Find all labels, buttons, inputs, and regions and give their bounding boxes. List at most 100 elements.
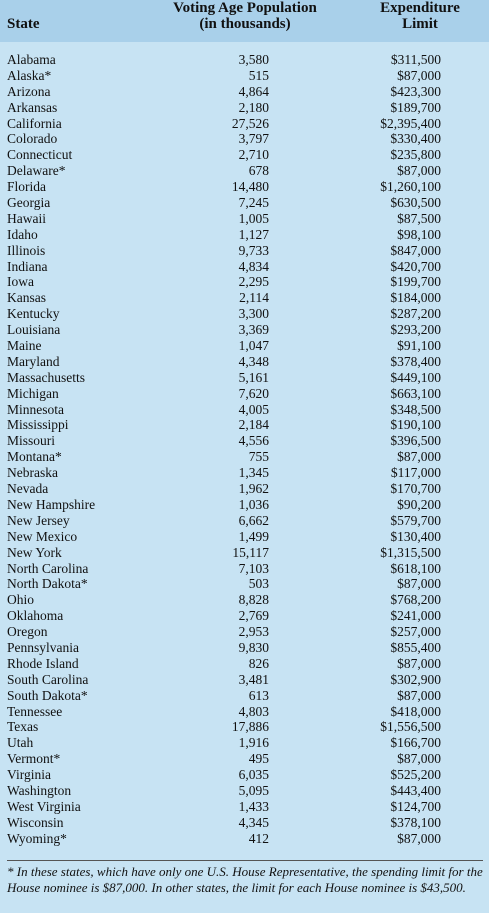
state-cell: Wisconsin — [7, 814, 64, 830]
state-cell: New Hampshire — [7, 496, 96, 512]
table-row: Vermont* 495 $87,000 — [0, 751, 489, 767]
state-cell: Montana* — [7, 449, 62, 465]
state-cell: Maryland — [7, 353, 60, 369]
population-cell: 4,834 — [238, 258, 269, 274]
population-cell: 5,161 — [238, 369, 269, 385]
population-cell: 1,433 — [238, 798, 269, 814]
population-cell: 515 — [248, 67, 269, 83]
limit-cell: $330,400 — [390, 131, 441, 147]
population-cell: 2,769 — [238, 608, 269, 624]
population-cell: 826 — [248, 655, 269, 671]
table-row: Virginia 6,035 $525,200 — [0, 767, 489, 783]
limit-cell: $396,500 — [390, 433, 441, 449]
state-cell: Washington — [7, 782, 72, 798]
population-cell: 495 — [248, 751, 269, 767]
population-cell: 9,733 — [238, 242, 269, 258]
limit-cell: $1,556,500 — [380, 719, 441, 735]
table-row: Florida 14,480 $1,260,100 — [0, 179, 489, 195]
limit-cell: $311,500 — [390, 52, 441, 67]
table-row: Alaska* 515 $87,000 — [0, 68, 489, 84]
limit-cell: $87,000 — [397, 449, 441, 465]
state-cell: Oklahoma — [7, 608, 64, 624]
limit-cell: $449,100 — [390, 369, 441, 385]
limit-cell: $87,000 — [397, 687, 441, 703]
table-row: New Jersey 6,662 $579,700 — [0, 513, 489, 529]
population-cell: 3,300 — [238, 306, 269, 322]
table-row: North Dakota* 503 $87,000 — [0, 576, 489, 592]
table-row: Delaware* 678 $87,000 — [0, 163, 489, 179]
state-cell: New Mexico — [7, 528, 78, 544]
limit-cell: $184,000 — [390, 290, 441, 306]
state-cell: Kentucky — [7, 306, 60, 322]
table-row: California 27,526 $2,395,400 — [0, 116, 489, 132]
table-row: Idaho 1,127 $98,100 — [0, 227, 489, 243]
table-row: Arkansas 2,180 $189,700 — [0, 100, 489, 116]
state-cell: West Virginia — [7, 798, 81, 814]
limit-cell: $124,700 — [390, 798, 441, 814]
table-row: Tennessee 4,803 $418,000 — [0, 704, 489, 720]
limit-cell: $91,100 — [397, 338, 441, 354]
state-cell: Michigan — [7, 385, 59, 401]
state-cell: Texas — [7, 719, 39, 735]
population-cell: 7,103 — [238, 560, 269, 576]
state-cell: New Jersey — [7, 512, 70, 528]
population-cell: 4,556 — [238, 433, 269, 449]
table-row: Kentucky 3,300 $287,200 — [0, 306, 489, 322]
population-cell: 27,526 — [231, 115, 269, 131]
population-header-line1: Voting Age Population — [173, 0, 317, 16]
limit-cell: $847,000 — [390, 242, 441, 258]
table-row: Louisiana 3,369 $293,200 — [0, 322, 489, 338]
state-cell: Connecticut — [7, 147, 73, 163]
state-cell: Arkansas — [7, 99, 58, 115]
limit-cell: $87,000 — [397, 163, 441, 179]
table-row: Nebraska 1,345 $117,000 — [0, 465, 489, 481]
population-cell: 1,036 — [238, 496, 269, 512]
population-cell: 17,886 — [231, 719, 269, 735]
limit-cell: $378,100 — [390, 814, 441, 830]
population-cell: 4,345 — [238, 814, 269, 830]
footnote-divider — [7, 860, 483, 861]
limit-cell: $117,000 — [390, 465, 441, 481]
state-cell: Nebraska — [7, 465, 58, 481]
population-header-line2: (in thousands) — [199, 16, 291, 32]
population-cell: 6,662 — [238, 512, 269, 528]
state-column-header: State — [7, 16, 40, 32]
population-cell: 2,184 — [238, 417, 269, 433]
state-cell: South Carolina — [7, 671, 89, 687]
limit-cell: $166,700 — [390, 735, 441, 751]
table-row: Connecticut 2,710 $235,800 — [0, 147, 489, 163]
table-row: New Hampshire 1,036 $90,200 — [0, 497, 489, 513]
population-cell: 613 — [248, 687, 269, 703]
state-cell: Missouri — [7, 433, 56, 449]
state-cell: Iowa — [7, 274, 34, 290]
limit-cell: $189,700 — [390, 99, 441, 115]
table-row: Indiana 4,834 $420,700 — [0, 259, 489, 275]
population-cell: 6,035 — [238, 767, 269, 783]
population-cell: 678 — [248, 163, 269, 179]
population-cell: 4,864 — [238, 83, 269, 99]
table-body: Alabama 3,580 $311,500 Alaska* 515 $87,000 Ari… — [0, 52, 489, 847]
state-cell: Delaware* — [7, 163, 66, 179]
limit-cell: $235,800 — [390, 147, 441, 163]
state-cell: California — [7, 115, 62, 131]
state-cell: Maine — [7, 338, 42, 354]
limit-cell: $87,000 — [397, 67, 441, 83]
table-row: Mississippi 2,184 $190,100 — [0, 417, 489, 433]
table-row: Oklahoma 2,769 $241,000 — [0, 608, 489, 624]
population-cell: 1,005 — [238, 210, 269, 226]
population-cell: 503 — [248, 576, 269, 592]
limit-cell: $855,400 — [390, 639, 441, 655]
population-cell: 1,127 — [238, 226, 269, 242]
limit-cell: $2,395,400 — [380, 115, 441, 131]
limit-cell: $190,100 — [390, 417, 441, 433]
population-cell: 3,797 — [238, 131, 269, 147]
population-cell: 1,499 — [238, 528, 269, 544]
table-row: Oregon 2,953 $257,000 — [0, 624, 489, 640]
table-row: Ohio 8,828 $768,200 — [0, 592, 489, 608]
table-row: Wyoming* 412 $87,000 — [0, 831, 489, 847]
state-cell: Ohio — [7, 592, 34, 608]
table-row: Minnesota 4,005 $348,500 — [0, 402, 489, 418]
table-row: Hawaii 1,005 $87,500 — [0, 211, 489, 227]
population-cell: 2,953 — [238, 624, 269, 640]
population-cell: 7,620 — [238, 385, 269, 401]
